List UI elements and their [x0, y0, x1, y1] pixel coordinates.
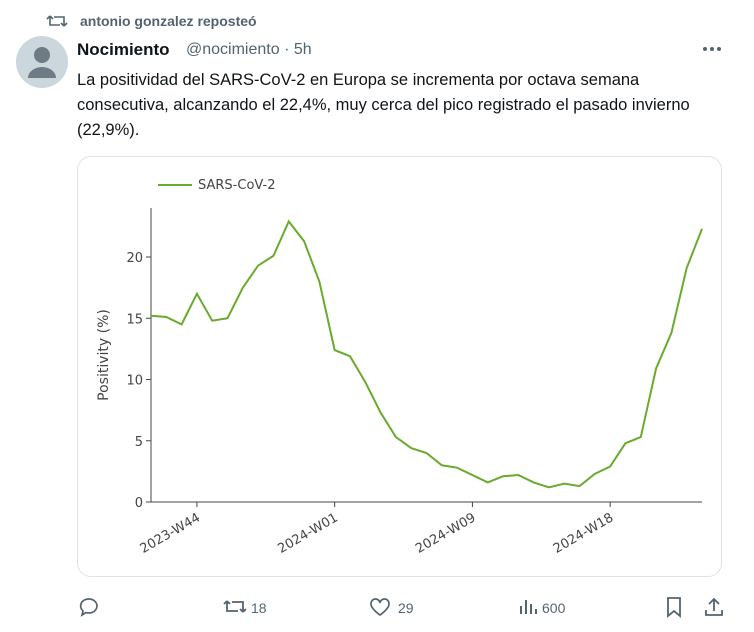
author-handle[interactable]: @nocimiento · 5h [186, 41, 312, 59]
handle: @nocimiento [186, 41, 280, 58]
y-tick-label: 20 [126, 251, 143, 266]
x-tick-label: 2023-W44 [138, 510, 203, 556]
chart-card: 0 5 10 15 20 2023-W44 2024-W01 2024-W09 2024-W18… [77, 156, 722, 577]
more-icon[interactable] [700, 42, 724, 56]
x-tick-label: 2024-W09 [413, 510, 478, 556]
time: · 5h [284, 41, 312, 58]
x-tick-label: 2024-W18 [551, 510, 616, 556]
chart: 0 5 10 15 20 2023-W44 2024-W01 2024-W09 2024-W18… [96, 178, 703, 557]
author-name[interactable]: Nocimiento [77, 40, 170, 59]
views-icon[interactable] [518, 597, 538, 617]
x-tick-label: 2024-W01 [275, 510, 340, 556]
y-tick-label: 0 [135, 496, 143, 511]
like-count: 29 [398, 600, 414, 616]
y-axis-label: Positivity (%) [96, 309, 112, 401]
views-count: 600 [542, 600, 566, 616]
y-tick-label: 10 [126, 374, 143, 389]
legend-label: SARS-CoV-2 [198, 178, 276, 193]
retweet-icon[interactable] [222, 597, 248, 617]
avatar[interactable] [16, 36, 68, 88]
y-tick-label: 5 [135, 435, 143, 450]
y-tick-label: 15 [126, 312, 143, 327]
reply-icon[interactable] [78, 596, 100, 618]
like-icon[interactable] [369, 597, 391, 617]
bookmark-icon[interactable] [664, 596, 684, 618]
retweet-count: 18 [251, 600, 267, 616]
repost-label: antonio gonzalez reposteó [80, 13, 257, 29]
repost-icon [46, 15, 68, 27]
series-line [150, 219, 703, 489]
share-icon[interactable] [703, 596, 725, 618]
tweet-text: La positividad del SARS-CoV-2 en Europa … [77, 71, 690, 139]
